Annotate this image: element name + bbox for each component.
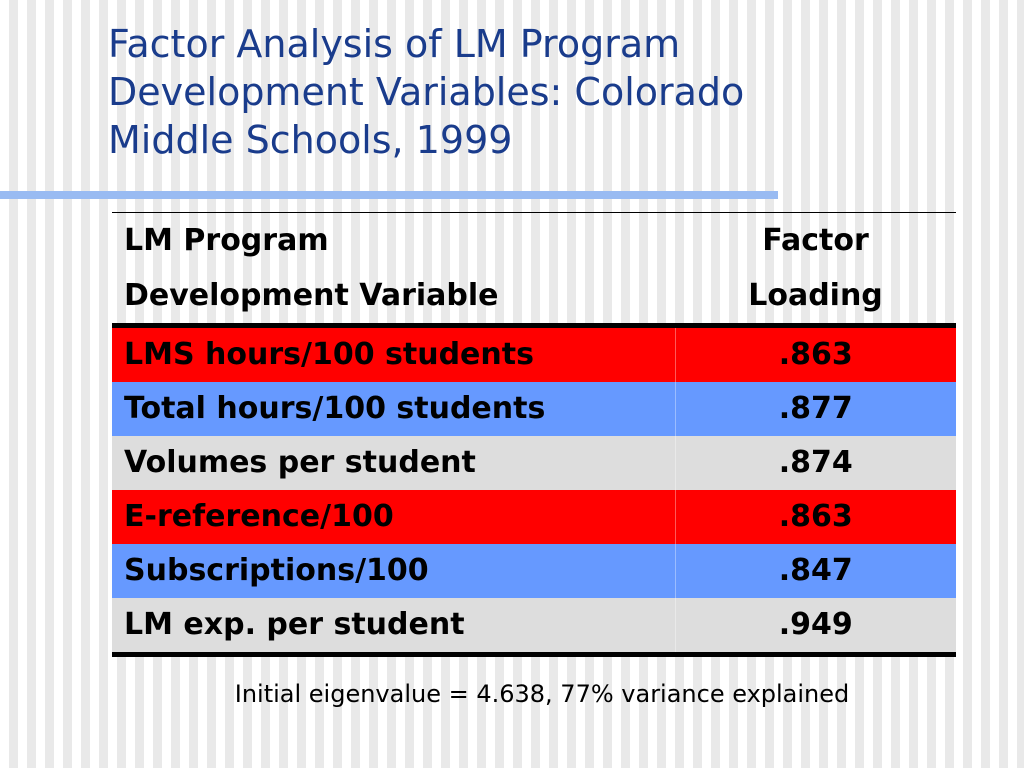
loading-header-line-2: Loading (748, 278, 883, 313)
table-row: LMS hours/100 students .863 (112, 325, 956, 382)
factor-loading: .847 (778, 553, 853, 588)
variable-name: Total hours/100 students (112, 382, 676, 436)
variable-name: LM exp. per student (112, 598, 676, 655)
variable-header-line-2: Development Variable (124, 278, 499, 313)
factor-loading: .863 (778, 337, 853, 372)
factor-loading: .877 (778, 391, 853, 426)
factor-loadings-table: LM Program Development Variable Factor L… (112, 212, 956, 657)
table-row: LM exp. per student .949 (112, 598, 956, 655)
title-underline (0, 191, 778, 199)
factor-loading: .863 (778, 499, 853, 534)
factor-loading: .949 (778, 607, 853, 642)
variable-column-header: LM Program Development Variable (112, 213, 675, 326)
table-header-row: LM Program Development Variable Factor L… (112, 212, 956, 326)
variable-name: E-reference/100 (112, 490, 676, 544)
variable-name: Subscriptions/100 (112, 544, 676, 598)
slide-title: Factor Analysis of LM Program Developmen… (108, 22, 745, 162)
loading-header-line-1: Factor (762, 223, 869, 258)
variable-header-line-1: LM Program (124, 223, 329, 258)
table-row: Subscriptions/100 .847 (112, 544, 956, 598)
table-row: E-reference/100 .863 (112, 490, 956, 544)
table-row: Volumes per student .874 (112, 436, 956, 490)
eigenvalue-footnote: Initial eigenvalue = 4.638, 77% variance… (234, 680, 850, 708)
variable-name: Volumes per student (112, 436, 676, 490)
factor-loading: .874 (778, 445, 853, 480)
table-row: Total hours/100 students .877 (112, 382, 956, 436)
loading-column-header: Factor Loading (675, 213, 956, 326)
variable-name: LMS hours/100 students (112, 325, 676, 382)
